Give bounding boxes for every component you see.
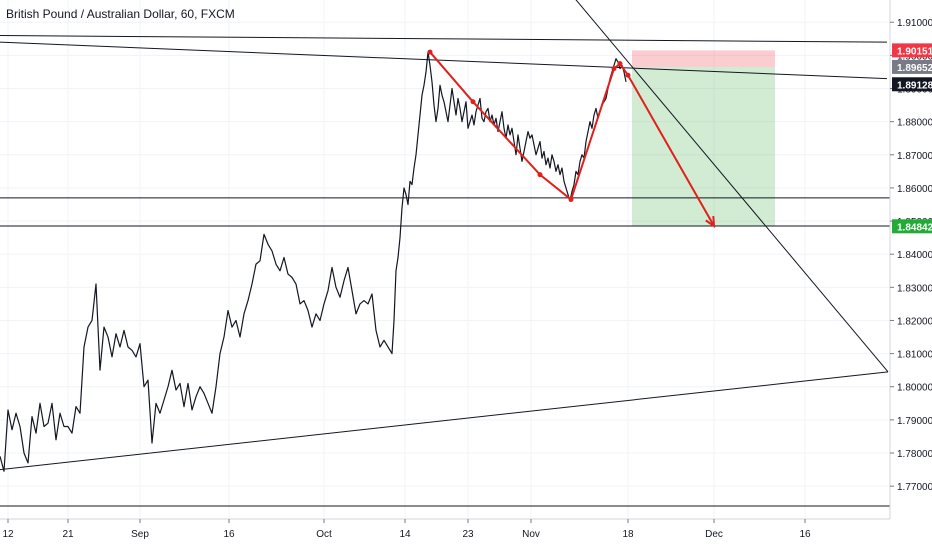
time-tick-label: Nov: [522, 529, 540, 540]
price-axis-bg: [890, 0, 932, 550]
time-tick-label: 21: [62, 529, 74, 540]
price-tag-label: 1.84842: [897, 222, 932, 233]
position-stop-zone[interactable]: [632, 50, 775, 67]
price-tag: [892, 77, 932, 92]
pattern-point[interactable]: [617, 61, 623, 67]
time-tick-label: 23: [462, 529, 474, 540]
pattern-point[interactable]: [568, 197, 574, 203]
pattern-zigzag[interactable]: [429, 51, 629, 202]
price-tick-label: 1.83000: [897, 283, 932, 294]
time-tick-label: 18: [622, 529, 634, 540]
price-tick-label: 1.78000: [897, 449, 932, 460]
projection-arrow[interactable]: [627, 74, 715, 227]
time-tick-label: 12: [2, 529, 14, 540]
time-tick-label: 14: [399, 529, 411, 540]
grid-lines: [0, 0, 890, 519]
time-tick-label: 16: [223, 529, 235, 540]
price-tick-label: 1.81000: [897, 350, 932, 361]
projection-arrow-head: [705, 215, 716, 229]
time-tick-label: Oct: [316, 529, 332, 540]
price-tag: [892, 219, 932, 234]
resistance-trendline[interactable]: [0, 41, 888, 80]
price-tag-label: 1.90151: [897, 46, 932, 57]
time-tick-label: Dec: [705, 529, 723, 540]
price-tag-label: 1.89128: [897, 80, 932, 91]
pattern-point[interactable]: [611, 66, 617, 72]
price-tag: [892, 43, 932, 58]
price-tick-label: 1.88000: [897, 118, 932, 129]
pattern-point[interactable]: [537, 172, 543, 178]
price-tick-label: 1.79000: [897, 416, 932, 427]
price-tick-label: 1.77000: [897, 482, 932, 493]
chart-title: British Pound / Australian Dollar, 60, F…: [6, 7, 235, 21]
price-tick-label: 1.84000: [897, 250, 932, 261]
position-profit-zone[interactable]: [632, 66, 775, 227]
price-tag: [892, 59, 932, 74]
price-tick-label: 1.86000: [897, 184, 932, 195]
price-series-line: [0, 51, 627, 472]
pattern-point[interactable]: [470, 99, 476, 105]
price-tick-label: 1.80000: [897, 383, 932, 394]
resistance-trendline[interactable]: [0, 35, 888, 43]
price-tick-label: 1.82000: [897, 316, 932, 327]
pattern-point[interactable]: [427, 49, 433, 55]
price-tick-label: 1.87000: [897, 151, 932, 162]
rising-trendline[interactable]: [0, 371, 889, 471]
price-tag-label: 1.89652: [897, 63, 932, 74]
time-tick-label: Sep: [131, 529, 149, 540]
price-tick-label: 1.91000: [897, 18, 932, 29]
falling-trendline[interactable]: [567, 0, 889, 373]
time-tick-label: 16: [799, 529, 811, 540]
